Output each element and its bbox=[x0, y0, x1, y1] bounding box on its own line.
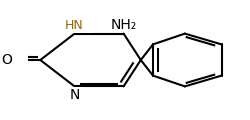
Bar bbox=[101, 20, 145, 32]
Bar bbox=[11, 55, 28, 65]
Bar bbox=[64, 87, 84, 98]
Text: NH₂: NH₂ bbox=[110, 18, 136, 32]
Text: N: N bbox=[69, 88, 80, 102]
Text: HN: HN bbox=[65, 19, 84, 32]
Text: O: O bbox=[1, 53, 12, 67]
Bar bbox=[57, 22, 92, 33]
